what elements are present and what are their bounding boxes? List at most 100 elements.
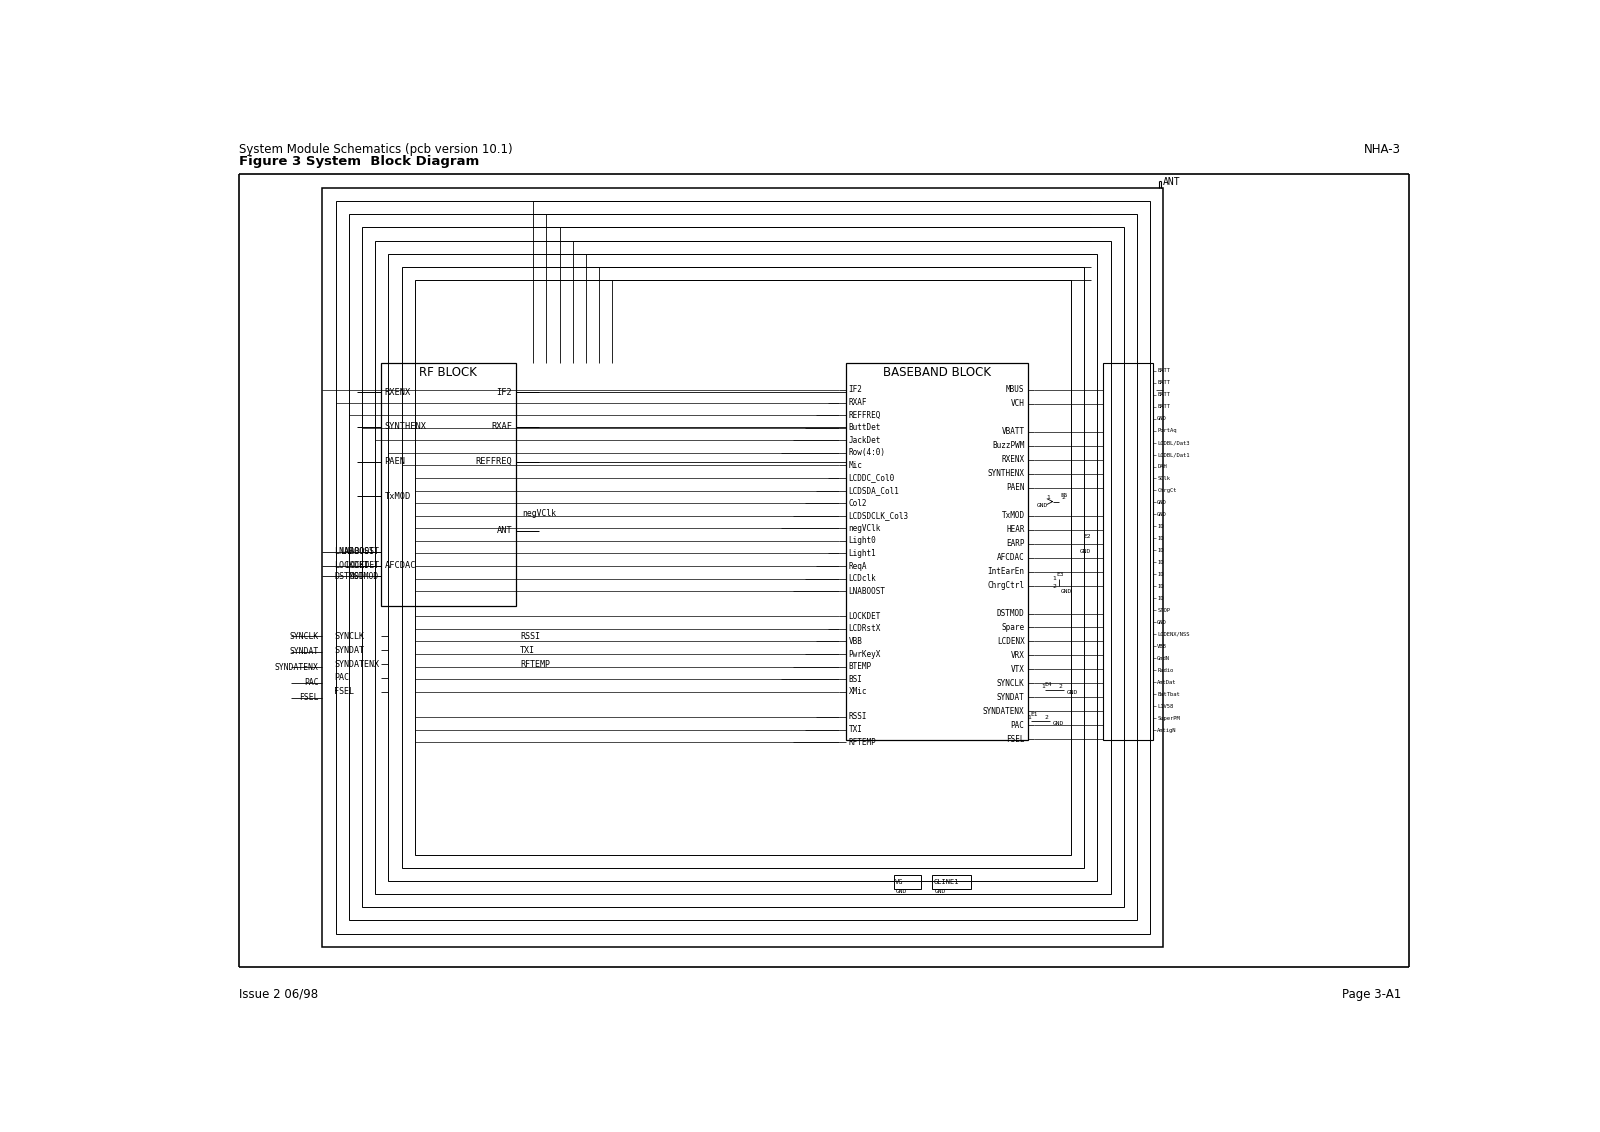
Text: SYNCLK: SYNCLK xyxy=(334,632,365,641)
Text: RFTEMP: RFTEMP xyxy=(848,738,877,747)
Text: ChrgCt: ChrgCt xyxy=(1157,488,1176,492)
Bar xyxy=(894,875,920,889)
Text: ANT: ANT xyxy=(1163,177,1181,187)
Text: E1: E1 xyxy=(1030,712,1038,718)
Text: Page 3-A1: Page 3-A1 xyxy=(1342,988,1402,1001)
Text: E2: E2 xyxy=(1083,534,1091,539)
Text: GND: GND xyxy=(1157,500,1166,505)
Text: LNABOOST: LNABOOST xyxy=(334,547,374,556)
Text: IO: IO xyxy=(1157,584,1163,589)
Text: FSEL: FSEL xyxy=(1006,735,1024,744)
Text: GND: GND xyxy=(1053,721,1064,726)
Text: GND: GND xyxy=(1061,589,1072,594)
Bar xyxy=(374,241,1110,894)
Text: GndN: GndN xyxy=(1157,655,1170,661)
Text: SYNDATENX: SYNDATENX xyxy=(334,660,379,669)
Text: SYNTHENX: SYNTHENX xyxy=(384,422,427,431)
Text: LCDBL/Dat3: LCDBL/Dat3 xyxy=(1157,440,1190,445)
Text: TXI: TXI xyxy=(848,724,862,734)
Text: IO: IO xyxy=(1157,548,1163,552)
Text: GND: GND xyxy=(1037,503,1048,508)
Text: 2: 2 xyxy=(1045,714,1048,720)
Text: GND: GND xyxy=(896,890,907,894)
Text: IF2: IF2 xyxy=(848,385,862,394)
Text: 1: 1 xyxy=(1042,684,1045,689)
Text: 2: 2 xyxy=(1062,495,1066,500)
Text: SuperPM: SuperPM xyxy=(1157,715,1179,721)
Bar xyxy=(933,875,971,889)
Text: SYNDATENX: SYNDATENX xyxy=(275,662,318,671)
Text: EARP: EARP xyxy=(1006,539,1024,548)
Text: JackDet: JackDet xyxy=(848,436,882,445)
Text: SYNCLK: SYNCLK xyxy=(997,679,1024,688)
Text: RSSI: RSSI xyxy=(848,712,867,721)
Text: RSSI: RSSI xyxy=(520,632,541,641)
Text: VBB: VBB xyxy=(848,637,862,646)
Bar xyxy=(402,267,1085,868)
Text: Radio: Radio xyxy=(1157,668,1173,672)
Text: LCDSDA_Col1: LCDSDA_Col1 xyxy=(848,486,899,495)
Text: PAEN: PAEN xyxy=(1006,483,1024,492)
Text: FSEL: FSEL xyxy=(299,694,318,703)
Text: RFTEMP: RFTEMP xyxy=(520,660,550,669)
Text: BATT: BATT xyxy=(1157,404,1170,409)
Text: IO: IO xyxy=(1157,595,1163,601)
Text: AntigN: AntigN xyxy=(1157,728,1176,732)
Text: BatTbat: BatTbat xyxy=(1157,692,1179,696)
Text: GLINE1: GLINE1 xyxy=(934,878,960,885)
Text: PwrKeyX: PwrKeyX xyxy=(848,650,882,659)
Text: GND: GND xyxy=(934,890,946,894)
Text: LCDENX/NSS: LCDENX/NSS xyxy=(1157,632,1190,636)
Text: ButtDet: ButtDet xyxy=(848,423,882,432)
Text: BATT: BATT xyxy=(1157,368,1170,374)
Text: RXAF: RXAF xyxy=(491,422,512,431)
Text: LCDRstX: LCDRstX xyxy=(848,625,882,634)
Text: VBB: VBB xyxy=(1157,644,1166,649)
Text: DSTMOD: DSTMOD xyxy=(350,572,379,581)
Text: PAC: PAC xyxy=(304,678,318,687)
Text: GND: GND xyxy=(1067,691,1078,695)
Text: 2: 2 xyxy=(1059,684,1062,689)
Text: PAC: PAC xyxy=(334,674,349,683)
Text: BSI: BSI xyxy=(848,675,862,684)
Text: Col2: Col2 xyxy=(848,498,867,507)
Bar xyxy=(381,363,517,606)
Text: LCDENX: LCDENX xyxy=(997,637,1024,646)
Text: IO: IO xyxy=(1157,572,1163,577)
Text: E3: E3 xyxy=(1056,573,1064,577)
Text: Mic: Mic xyxy=(848,461,862,470)
Text: NHA-3: NHA-3 xyxy=(1365,144,1402,156)
Text: LOCKDET: LOCKDET xyxy=(848,611,882,620)
Text: SYNDAT: SYNDAT xyxy=(334,645,365,654)
Text: PAC: PAC xyxy=(1011,721,1024,730)
Text: BATT: BATT xyxy=(1157,392,1170,397)
Text: TxMOD: TxMOD xyxy=(1002,512,1024,521)
Text: FSEL: FSEL xyxy=(334,687,354,696)
Text: AntDat: AntDat xyxy=(1157,679,1176,685)
Text: DSTMOD: DSTMOD xyxy=(334,572,365,581)
Text: Figure 3 System  Block Diagram: Figure 3 System Block Diagram xyxy=(238,155,478,168)
Text: AFCDAC: AFCDAC xyxy=(997,554,1024,563)
Bar xyxy=(362,228,1123,908)
Text: SYNDAT: SYNDAT xyxy=(997,693,1024,702)
Text: Light1: Light1 xyxy=(848,549,877,558)
Text: LCDclk: LCDclk xyxy=(848,574,877,583)
Text: RXENX: RXENX xyxy=(384,388,411,396)
Text: DAH: DAH xyxy=(1157,464,1166,469)
Text: 1: 1 xyxy=(1053,576,1056,581)
Bar xyxy=(389,254,1098,881)
Text: GND: GND xyxy=(1157,417,1166,421)
Text: SYNDAT: SYNDAT xyxy=(290,648,318,657)
Text: ReqA: ReqA xyxy=(848,561,867,571)
Text: VTX: VTX xyxy=(1011,664,1024,674)
Text: 1: 1 xyxy=(1046,495,1050,500)
Text: LCDDC_Col0: LCDDC_Col0 xyxy=(848,473,894,482)
Text: 2: 2 xyxy=(1053,584,1056,589)
Text: TXI: TXI xyxy=(520,645,534,654)
Bar xyxy=(323,188,1163,946)
Bar xyxy=(414,280,1070,855)
Text: Light0: Light0 xyxy=(848,537,877,546)
Text: VRX: VRX xyxy=(1011,651,1024,660)
Text: MBUS: MBUS xyxy=(1006,385,1024,394)
Text: SYNDATENX: SYNDATENX xyxy=(982,706,1024,715)
